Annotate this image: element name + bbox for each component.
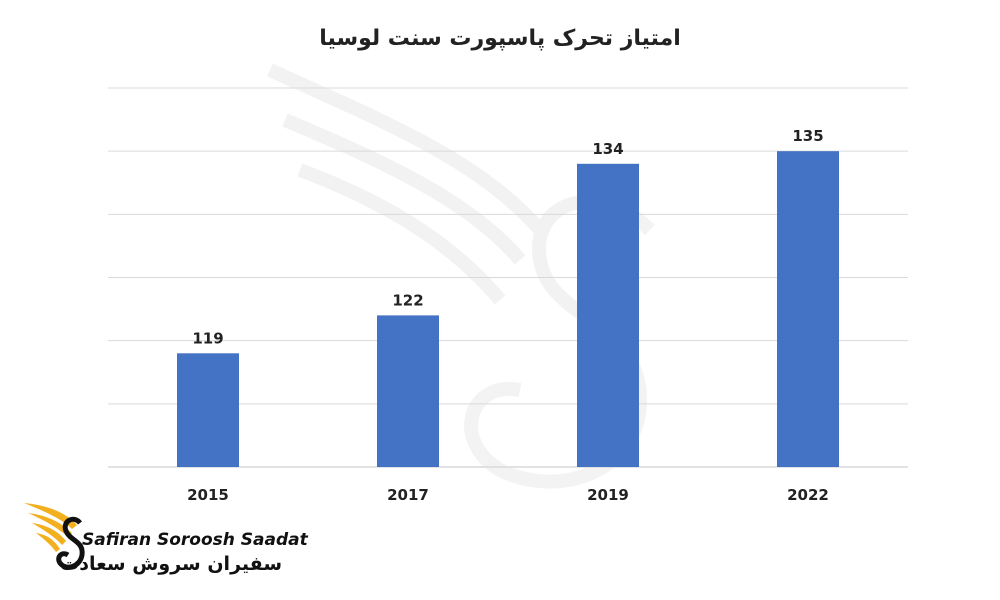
x-tick-label-2019: 2019 — [587, 486, 629, 504]
value-label-2019: 134 — [592, 140, 623, 158]
value-label-2015: 119 — [192, 329, 223, 347]
brand-name-en: Safiran Soroosh Saadat — [82, 530, 308, 550]
x-tick-label-2022: 2022 — [787, 486, 829, 504]
watermark-logo — [267, 63, 655, 489]
x-tick-label-2015: 2015 — [187, 486, 229, 504]
brand-name-fa: سفیران سروش سعادت — [60, 553, 282, 575]
x-tick-label-2017: 2017 — [387, 486, 429, 504]
gridlines — [108, 87, 908, 405]
x-tick-labels: 2015 2017 2019 2022 — [187, 486, 829, 504]
bars — [177, 151, 839, 468]
bar-2022 — [777, 151, 839, 467]
value-labels: 119 122 134 135 — [192, 127, 823, 347]
brand-logo-icon — [24, 503, 85, 570]
chart-title: امتیاز تحرک پاسپورت سنت لوسیا — [319, 26, 681, 51]
bar-2019 — [577, 163, 639, 468]
bar-2015 — [177, 353, 239, 467]
value-label-2022: 135 — [792, 127, 823, 145]
bar-2017 — [377, 315, 439, 467]
value-label-2017: 122 — [392, 291, 423, 309]
